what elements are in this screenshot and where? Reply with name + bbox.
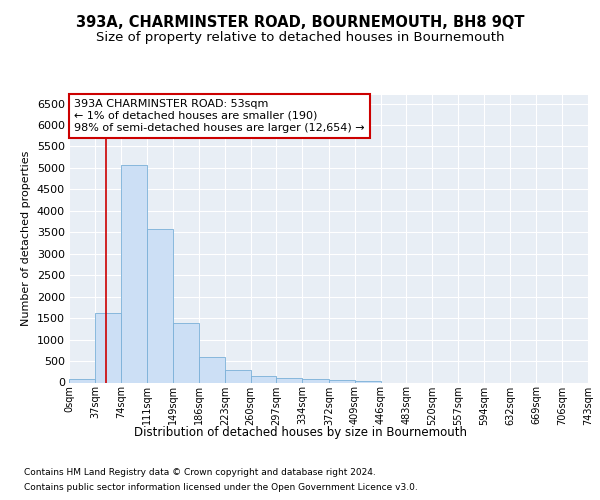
Bar [121, 164, 146, 382]
Y-axis label: Number of detached properties: Number of detached properties [21, 151, 31, 326]
Text: Size of property relative to detached houses in Bournemouth: Size of property relative to detached ho… [96, 31, 504, 44]
Text: Contains HM Land Registry data © Crown copyright and database right 2024.: Contains HM Land Registry data © Crown c… [24, 468, 376, 477]
Bar [199, 357, 225, 382]
Bar [302, 380, 329, 382]
Bar [251, 376, 277, 382]
Text: 393A, CHARMINSTER ROAD, BOURNEMOUTH, BH8 9QT: 393A, CHARMINSTER ROAD, BOURNEMOUTH, BH8… [76, 15, 524, 30]
Text: Distribution of detached houses by size in Bournemouth: Distribution of detached houses by size … [133, 426, 467, 439]
Bar [69, 380, 95, 382]
Bar [225, 370, 251, 382]
Text: Contains public sector information licensed under the Open Government Licence v3: Contains public sector information licen… [24, 483, 418, 492]
Bar [329, 380, 355, 382]
Bar [173, 323, 199, 382]
Text: 393A CHARMINSTER ROAD: 53sqm
← 1% of detached houses are smaller (190)
98% of se: 393A CHARMINSTER ROAD: 53sqm ← 1% of det… [74, 100, 365, 132]
Bar [277, 378, 302, 382]
Bar [355, 381, 380, 382]
Bar [146, 229, 173, 382]
Bar [95, 313, 121, 382]
